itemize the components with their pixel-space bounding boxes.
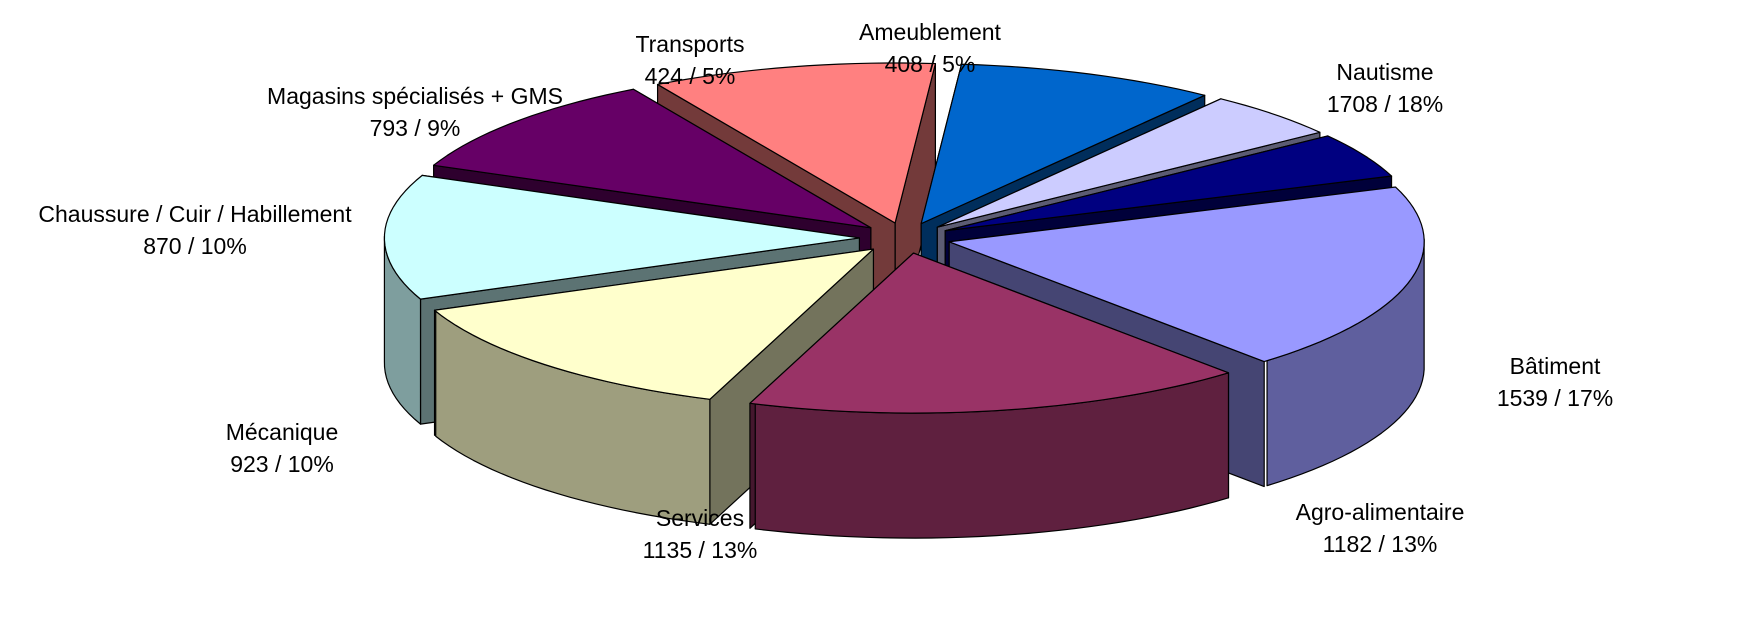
- label-ameublement-name: Ameublement: [859, 19, 1002, 45]
- label-ameublement-value: 408 / 5%: [885, 51, 976, 77]
- label-transports-value: 424 / 5%: [645, 63, 736, 89]
- slice-transports-top: [936, 98, 1321, 228]
- label-chaussure-cuir-habillement-name: Chaussure / Cuir / Habillement: [38, 201, 352, 227]
- label-mecanique-name: Mécanique: [226, 419, 339, 445]
- slice-services-top: [383, 174, 860, 300]
- label-magasins-specialises-gms-value: 793 / 9%: [370, 115, 461, 141]
- label-batiment-name: Bâtiment: [1510, 353, 1601, 379]
- slice-labels: Nautisme 1708 / 18% Bâtiment 1539 / 17% Agro…: [38, 19, 1613, 563]
- label-batiment-value: 1539 / 17%: [1497, 385, 1613, 411]
- slice-agro-alimentaire-top: [433, 248, 875, 400]
- label-transports-name: Transports: [635, 31, 744, 57]
- label-mecanique-value: 923 / 10%: [230, 451, 334, 477]
- label-agro-alimentaire-name: Agro-alimentaire: [1296, 499, 1465, 525]
- slice-magasins-specialises-gms-top: [920, 63, 1206, 225]
- label-nautisme-name: Nautisme: [1336, 59, 1433, 85]
- label-services-name: Services: [656, 505, 744, 531]
- label-services-value: 1135 / 13%: [643, 537, 758, 563]
- label-nautisme-value: 1708 / 18%: [1327, 91, 1443, 117]
- label-magasins-specialises-gms-name: Magasins spécialisés + GMS: [267, 83, 563, 109]
- slice-chaussure-cuir-habillement-top: [656, 62, 937, 224]
- label-chaussure-cuir-habillement-value: 870 / 10%: [143, 233, 247, 259]
- pie-slices: [383, 62, 1425, 539]
- label-agro-alimentaire-value: 1182 / 13%: [1323, 531, 1438, 557]
- slice-batiment-top: [749, 252, 1230, 414]
- slice-ameublement-top: [944, 135, 1393, 232]
- slice-nautisme-top: [948, 186, 1425, 363]
- slice-mecanique-top: [433, 88, 872, 229]
